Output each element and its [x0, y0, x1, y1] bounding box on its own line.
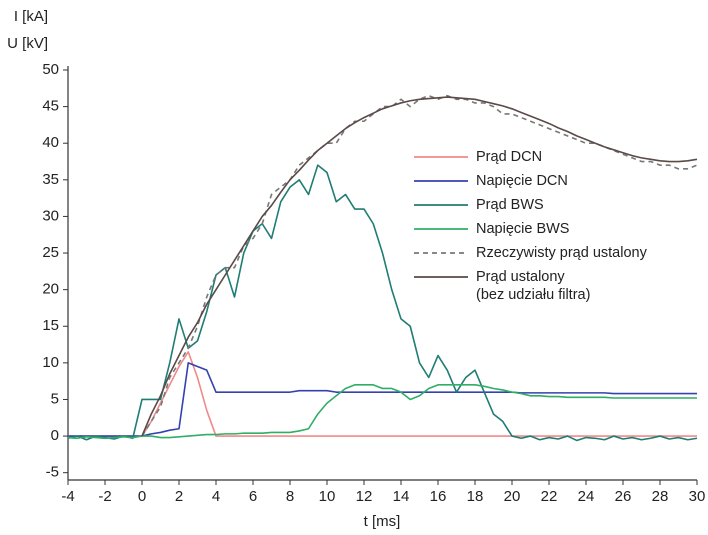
legend-swatch: [414, 252, 468, 254]
y-label: I [kA]: [14, 8, 48, 25]
y-tick-label: 15: [42, 317, 59, 334]
series-line: [141, 94, 698, 437]
y-tick-label: 10: [42, 354, 59, 371]
y-tick-label: 0: [51, 427, 59, 444]
x-tick-label: 10: [319, 488, 336, 505]
legend-label: Napięcie BWS: [476, 221, 570, 237]
x-tick-label: 8: [286, 488, 294, 505]
legend-entry: Rzeczywisty prąd ustalony: [410, 244, 647, 268]
legend-swatch: [414, 180, 468, 182]
x-tick-label: 6: [249, 488, 257, 505]
x-label: t [ms]: [364, 513, 401, 530]
legend-label: Prąd BWS: [476, 197, 544, 213]
x-tick-label: 16: [430, 488, 447, 505]
y-label: U [kV]: [7, 35, 48, 52]
series-line: [68, 362, 697, 437]
y-tick-label: 35: [42, 171, 59, 188]
legend-entry: Prąd BWS: [410, 196, 647, 220]
x-tick-label: 18: [467, 488, 484, 505]
x-tick-label: 12: [356, 488, 373, 505]
x-tick-label: 22: [541, 488, 558, 505]
legend-entry: Napięcie BWS: [410, 220, 647, 244]
legend-label: Napięcie DCN: [476, 173, 568, 189]
y-tick-label: -5: [46, 464, 59, 481]
x-tick-label: 2: [175, 488, 183, 505]
y-tick-label: 45: [42, 98, 59, 115]
legend-entry: Napięcie DCN: [410, 172, 647, 196]
legend-label: Rzeczywisty prąd ustalony: [476, 245, 647, 261]
legend-swatch: [414, 228, 468, 230]
legend-swatch: [414, 276, 468, 278]
x-tick-label: 4: [212, 488, 220, 505]
legend-label: Prąd ustalony (bez udziału filtra): [476, 269, 591, 303]
series-line: [67, 384, 697, 440]
y-tick-label: 25: [42, 244, 59, 261]
y-tick-label: 50: [42, 61, 59, 78]
y-tick-label: 40: [42, 134, 59, 151]
x-tick-label: -2: [98, 488, 111, 505]
x-tick-label: 14: [393, 488, 410, 505]
x-tick-label: 20: [504, 488, 521, 505]
x-tick-label: 30: [689, 488, 706, 505]
series-line: [68, 351, 697, 437]
x-tick-label: 0: [138, 488, 146, 505]
legend: Prąd DCN Napięcie DCN Prąd BWS Napięcie BWS…: [410, 148, 647, 303]
x-tick-label: 26: [615, 488, 632, 505]
legend-swatch: [414, 156, 468, 158]
legend-entry: Prąd ustalony (bez udziału filtra): [410, 268, 647, 303]
legend-label: Prąd DCN: [476, 149, 543, 165]
x-tick-label: 24: [578, 488, 595, 505]
y-tick-label: 20: [42, 281, 59, 298]
y-tick-label: 30: [42, 207, 59, 224]
y-tick-label: 5: [51, 390, 59, 407]
series-line: [141, 96, 698, 437]
series-line: [67, 164, 698, 442]
legend-entry: Prąd DCN: [410, 148, 647, 172]
x-tick-label: -4: [61, 488, 74, 505]
x-tick-label: 28: [652, 488, 669, 505]
legend-swatch: [414, 204, 468, 206]
